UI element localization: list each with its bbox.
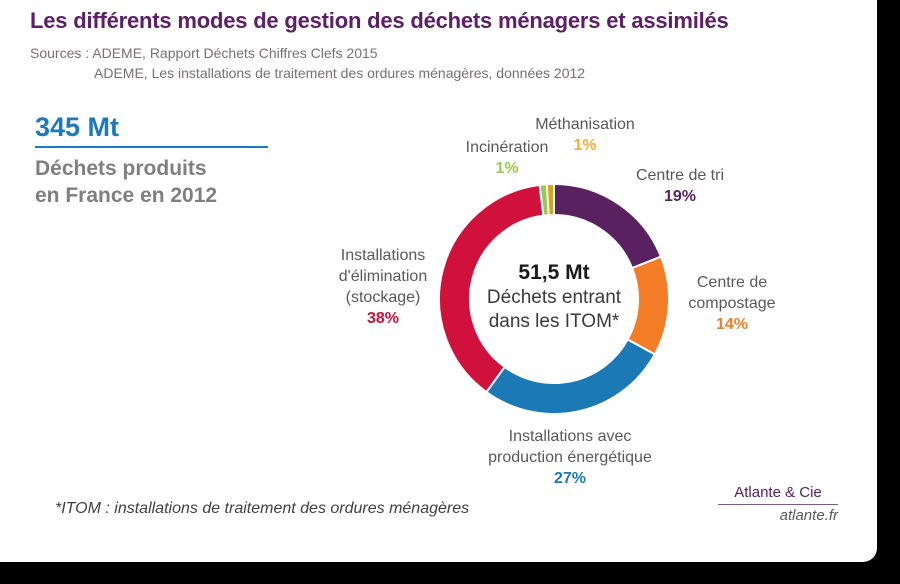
label-centre-de-compostage-pct: 14%: [715, 316, 749, 333]
stat-block: 345 Mt Déchets produits en France en 201…: [35, 112, 268, 209]
stat-caption: Déchets produits en France en 2012: [35, 155, 268, 209]
stat-value: 345 Mt: [35, 112, 268, 148]
branding-block: Atlante & Cie atlante.fr: [718, 484, 838, 524]
footnote-itom: *ITOM : installations de traitement des …: [55, 500, 470, 517]
branding-site: atlante.fr: [779, 507, 838, 524]
stat-caption-line2: en France en 2012: [35, 184, 218, 207]
donut-center-value: 51,5 Mt: [518, 261, 590, 284]
label-installations-energetique-pct: 27%: [553, 470, 587, 487]
label-centre-de-tri-name: Centre de tri: [635, 167, 725, 184]
slide-sheet: Les différents modes de gestion des déch…: [0, 0, 877, 562]
label-installations-elimination-name: Installations d'élimination (stockage): [338, 247, 428, 306]
label-installations-energetique: Installations avec production énergétiqu…: [488, 426, 652, 489]
label-installations-elimination-pct: 38%: [366, 310, 400, 327]
donut-segment-installations-production-energetique: [485, 338, 656, 415]
label-methanisation: Méthanisation 1%: [515, 114, 655, 156]
label-centre-de-tri: Centre de tri 19%: [612, 165, 748, 207]
label-methanisation-pct: 1%: [573, 137, 597, 154]
label-centre-de-compostage: Centre de compostage 14%: [670, 272, 794, 335]
stat-caption-line1: Déchets produits: [35, 157, 207, 180]
donut-chart: [438, 183, 670, 415]
label-incineration: Incinération 1%: [437, 137, 577, 179]
label-installations-energetique-name: Installations avec production énergétiqu…: [488, 428, 652, 466]
label-incineration-pct: 1%: [495, 160, 519, 177]
source-line-1: Sources : ADEME, Rapport Déchets Chiffre…: [30, 45, 378, 61]
donut-center-line1: Déchets entrant: [486, 287, 622, 308]
page-title: Les différents modes de gestion des déch…: [30, 8, 729, 33]
label-centre-de-compostage-name: Centre de compostage: [688, 274, 776, 312]
label-incineration-name: Incinération: [465, 139, 549, 156]
donut-segment-methanisation: [545, 183, 555, 217]
label-methanisation-name: Méthanisation: [535, 116, 635, 133]
donut-center-line2: dans les ITOM*: [488, 311, 620, 332]
label-centre-de-tri-pct: 19%: [663, 188, 697, 205]
branding-name: Atlante & Cie: [718, 484, 838, 505]
source-line-2: ADEME, Les installations de traitement d…: [94, 65, 586, 81]
donut-center-label: 51,5 Mt Déchets entrant dans les ITOM*: [454, 261, 654, 334]
label-installations-elimination: Installations d'élimination (stockage) 3…: [320, 245, 446, 329]
